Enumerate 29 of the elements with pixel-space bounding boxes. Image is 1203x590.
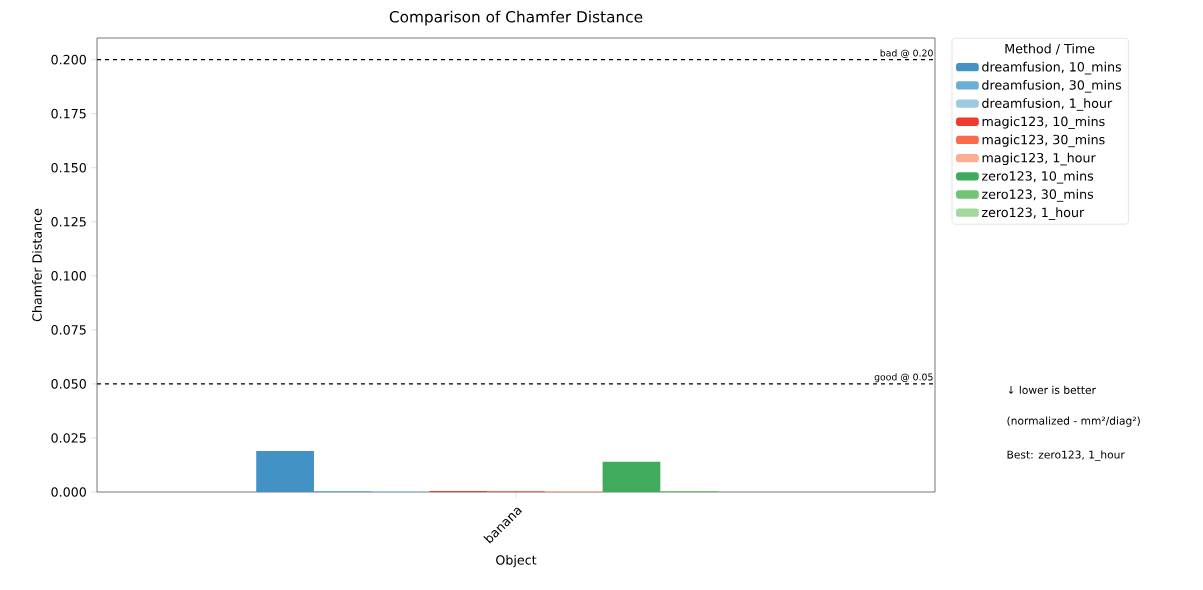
bar xyxy=(256,450,314,492)
y-tick-label: 0.175 xyxy=(51,108,86,119)
ref-line-label: good @ 0.05 xyxy=(874,373,933,383)
x-axis-title: Object xyxy=(496,554,537,568)
y-tick-label: 0.050 xyxy=(51,379,86,389)
legend-label: dreamfusion, 1_hour xyxy=(982,98,1113,111)
y-tick-label: 0.025 xyxy=(51,433,86,443)
legend-label: zero123, 30_mins xyxy=(982,189,1094,202)
legend-title: Method / Time xyxy=(1005,43,1095,55)
legend-label: magic123, 1_hour xyxy=(982,152,1096,166)
text: (normalized - mm²/diag²) xyxy=(1007,416,1140,427)
legend-label: zero123, 1_hour xyxy=(982,207,1085,220)
y-tick-label: 0.075 xyxy=(51,325,86,335)
legend-label: dreamfusion, 30_mins xyxy=(982,79,1122,93)
legend-label: magic123, 30_mins xyxy=(982,134,1105,148)
text: Best: zero123, 1_hour xyxy=(1007,450,1125,461)
y-tick-label: 0.125 xyxy=(51,216,86,227)
bar xyxy=(602,461,661,492)
y-tick-label: 0.200 xyxy=(51,54,86,65)
y-tick-label: 0.000 xyxy=(51,487,86,497)
y-tick-label: 0.150 xyxy=(51,162,86,173)
legend-label: dreamfusion, 10_mins xyxy=(982,61,1122,75)
y-axis-title: Chamfer Distance xyxy=(32,208,42,322)
ref-line-label: bad @ 0.20 xyxy=(880,49,933,59)
legend-label: zero123, 10_mins xyxy=(982,170,1094,184)
legend-label: magic123, 10_mins xyxy=(982,116,1105,129)
text: ↓ lower is better xyxy=(1008,385,1096,394)
y-tick-label: 0.100 xyxy=(51,271,86,281)
chart-title: Comparison of Chamfer Distance xyxy=(389,10,643,26)
